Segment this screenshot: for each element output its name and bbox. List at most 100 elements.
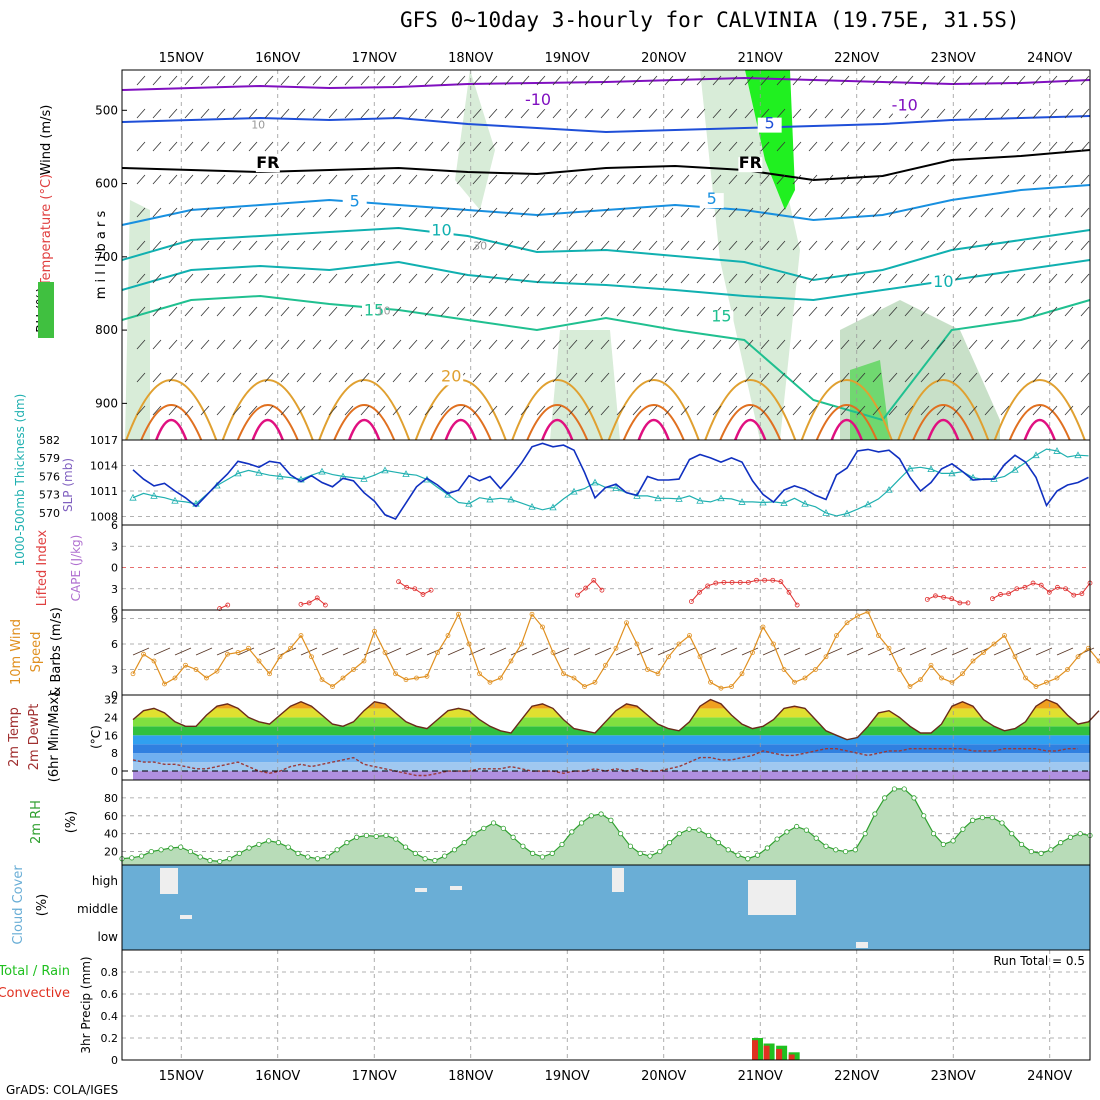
- wind-barb: [184, 273, 194, 284]
- wind-marker: [981, 650, 986, 655]
- wind-barb: [232, 273, 242, 284]
- wind-barb: [760, 108, 770, 119]
- wind-barb: [1048, 273, 1058, 284]
- precip-frame: [121, 949, 1091, 1061]
- wind-marker: [414, 675, 419, 681]
- wind-barb: [744, 75, 754, 86]
- rh-marker: [833, 847, 839, 853]
- wind-barb: [888, 174, 898, 185]
- rh-marker: [256, 841, 262, 848]
- wind-barb: [1080, 372, 1090, 383]
- rh-marker: [872, 811, 878, 817]
- wind-marker: [1002, 633, 1007, 638]
- wind-barb: [237, 647, 255, 656]
- wind-barb: [248, 207, 258, 218]
- wind-barb: [531, 647, 549, 656]
- wind-barb: [648, 141, 658, 152]
- wind-barb: [248, 174, 258, 185]
- page-title: GFS 0~10day 3-hourly for CALVINIA (19.75…: [400, 8, 1020, 32]
- wind-barb: [792, 141, 802, 152]
- wind-barb: [840, 207, 850, 218]
- tick-label: 0.2: [101, 1032, 119, 1045]
- precip-conv-bar: [763, 1045, 770, 1060]
- wind-barb: [136, 108, 146, 119]
- wind-barb: [952, 339, 962, 350]
- wind-barb: [312, 339, 322, 350]
- thickness-marker: [885, 485, 893, 493]
- wind-barb: [552, 647, 570, 656]
- wind-barb: [200, 207, 210, 218]
- wind-barb: [776, 174, 786, 185]
- wind-barb: [867, 647, 885, 656]
- wind-barb: [376, 207, 386, 218]
- contour-label: 5: [350, 191, 360, 210]
- wind-barb: [136, 75, 146, 86]
- wind-barb: [632, 273, 642, 284]
- wind-barb: [615, 647, 633, 656]
- wind-barb: [1016, 405, 1026, 416]
- tick-label: 16: [104, 729, 118, 742]
- wind-barb: [972, 647, 990, 656]
- thickness-marker: [1032, 451, 1040, 459]
- wind-barb: [424, 372, 434, 383]
- wind-barb: [1048, 405, 1058, 416]
- rh-marker: [422, 856, 428, 862]
- wind-barb: [184, 141, 194, 152]
- thickness-marker: [1074, 451, 1082, 459]
- wind-barb: [1032, 75, 1042, 86]
- wind-barb: [920, 207, 930, 218]
- legend-entry: Total / Rain: [0, 964, 70, 979]
- wind-barb: [258, 647, 276, 656]
- wind-barb: [168, 372, 178, 383]
- wind-barb: [728, 207, 738, 218]
- wind-barb: [792, 207, 802, 218]
- wind-barb: [510, 647, 528, 656]
- wind-barb: [152, 174, 162, 185]
- wind-barb: [968, 75, 978, 86]
- wind-barb: [648, 339, 658, 350]
- wind-marker: [204, 675, 209, 681]
- wind-marker: [1023, 675, 1028, 681]
- wind-barb: [152, 339, 162, 350]
- wind-barb: [392, 339, 402, 350]
- wind-barb: [360, 273, 370, 284]
- wind-barb: [344, 174, 354, 185]
- wind-marker: [613, 645, 619, 651]
- wind-barb: [824, 75, 834, 86]
- wind-barb: [616, 372, 626, 383]
- wind-barb: [536, 339, 546, 350]
- wind-marker: [141, 651, 146, 657]
- thickness-marker: [444, 490, 452, 498]
- wind-barb: [728, 141, 738, 152]
- wind-barb: [664, 306, 674, 317]
- wind-barb: [312, 405, 322, 416]
- rh-marker: [764, 845, 770, 851]
- rh-marker: [393, 836, 399, 842]
- lifted-marker: [396, 579, 401, 585]
- wind-marker: [991, 641, 997, 647]
- wind-barb: [232, 75, 242, 86]
- wind-barb: [968, 273, 978, 284]
- temperature-contour: [622, 404, 685, 441]
- wind-marker: [823, 654, 829, 660]
- wind-barb: [344, 108, 354, 119]
- rh-marker: [324, 854, 330, 860]
- rh-marker: [686, 826, 692, 832]
- wind-barb: [968, 306, 978, 317]
- wind-barb: [232, 372, 242, 383]
- tick-label: 576: [39, 470, 60, 483]
- lifted-marker: [314, 595, 320, 601]
- temperature-contour: [251, 418, 284, 441]
- wind-barb: [280, 273, 290, 284]
- wind-barb: [792, 174, 802, 185]
- wind-barb: [376, 75, 386, 86]
- rh-marker: [236, 850, 242, 856]
- wind-marker: [1075, 654, 1081, 660]
- wind-barb: [584, 207, 594, 218]
- cloud-block: [180, 915, 192, 919]
- wind-barb: [1032, 273, 1042, 284]
- axis-label: 2m RH: [29, 800, 44, 844]
- thickness-line: [132, 448, 1089, 517]
- wind-barb: [216, 240, 226, 251]
- wind-barb: [408, 174, 418, 185]
